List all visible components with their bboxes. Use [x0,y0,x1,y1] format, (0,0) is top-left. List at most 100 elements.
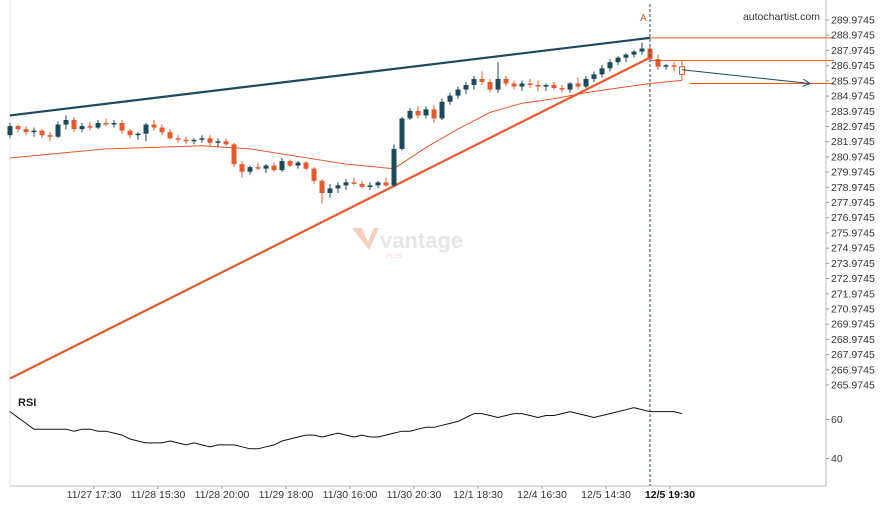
candle-body [135,133,141,136]
candle [527,78,533,89]
candle [215,138,221,148]
time-tick-label: 12/5 14:30 [581,489,631,501]
overlay-layer: A [640,4,834,486]
candle-body [279,161,285,171]
candle-body [271,165,277,171]
candle [599,65,605,78]
candle [95,119,101,130]
candle-body [223,141,229,145]
candle-body [399,118,405,149]
candle [87,121,93,131]
candle [415,106,421,119]
candle [167,129,173,140]
candle-body [655,59,661,67]
candle [223,138,229,146]
candle-body [55,124,61,137]
price-tick-label: 276.9745 [831,212,875,224]
candle [655,54,661,70]
price-tick-label: 265.9745 [831,380,875,392]
candle-body [647,48,653,60]
candle-body [455,89,461,96]
candle [207,135,213,146]
price-tick-label: 277.9745 [831,197,875,209]
candle [623,53,629,63]
candle-body [327,188,333,193]
candle [559,85,565,93]
candle [455,86,461,99]
time-tick-label: 12/1 18:30 [453,489,503,501]
candle-body [511,83,517,87]
candle-body [439,101,445,119]
candle [295,161,301,169]
candle [143,123,149,142]
candle [351,177,357,186]
candle-body [263,165,269,169]
candle-body [47,135,53,137]
price-tick-label: 279.9745 [831,167,875,179]
candle [79,123,85,133]
candle-body [583,78,589,87]
candle [519,80,525,92]
candle [663,63,669,70]
price-tick-label: 268.9745 [831,334,875,346]
candle-body [359,183,365,187]
candle-body [231,144,237,165]
candle-body [367,185,373,187]
candle [183,136,189,145]
time-tick-label: 11/29 18:00 [259,489,314,501]
candle-body [519,83,525,87]
candle-body [671,65,677,67]
vantage-logo-icon [352,228,379,250]
candle [231,142,237,168]
candle [639,42,645,55]
candle [335,182,341,193]
watermark-word: vantage [380,228,463,253]
candle [239,161,245,178]
candle-body [503,78,509,84]
candle-body [591,74,597,79]
candle [39,129,45,139]
candle [135,132,141,140]
candle [191,138,197,145]
pattern-point-label: A [640,13,647,24]
candle-body [679,66,685,75]
candles-layer [7,42,685,204]
price-tick-label: 275.9745 [831,227,875,239]
price-axis: 289.9745 288.9745 287.9745 286.9745 285.9745… [826,15,875,392]
candle-body [495,78,501,90]
candle-body [255,167,261,169]
candle-body [63,119,69,125]
candle-body [391,148,397,186]
candle [287,159,293,168]
price-tick-label: 278.9745 [831,182,875,194]
candle-body [183,139,189,142]
candle-body [167,132,173,139]
candle [431,104,437,124]
candle-body [175,138,181,140]
candle-body [87,126,93,128]
candle-body [215,141,221,143]
candle-body [535,85,541,87]
candle-body [471,78,477,86]
candle [255,162,261,171]
candle [119,119,125,134]
candle [327,183,333,198]
candle [471,75,477,90]
candle [55,121,61,139]
candle-body [567,83,573,90]
candle-body [239,164,245,172]
price-tick-label: 281.9745 [831,136,875,148]
candle [407,107,413,120]
candle [607,59,613,72]
candle-body [335,185,341,189]
watermark-sub: PLUS [386,254,402,260]
price-tick-label: 270.9745 [831,303,875,315]
candle [159,124,165,136]
candle-body [311,168,317,181]
candle [31,127,37,137]
candle-body [151,124,157,128]
candle [311,167,317,184]
time-tick-label: 11/28 15:30 [131,489,186,501]
